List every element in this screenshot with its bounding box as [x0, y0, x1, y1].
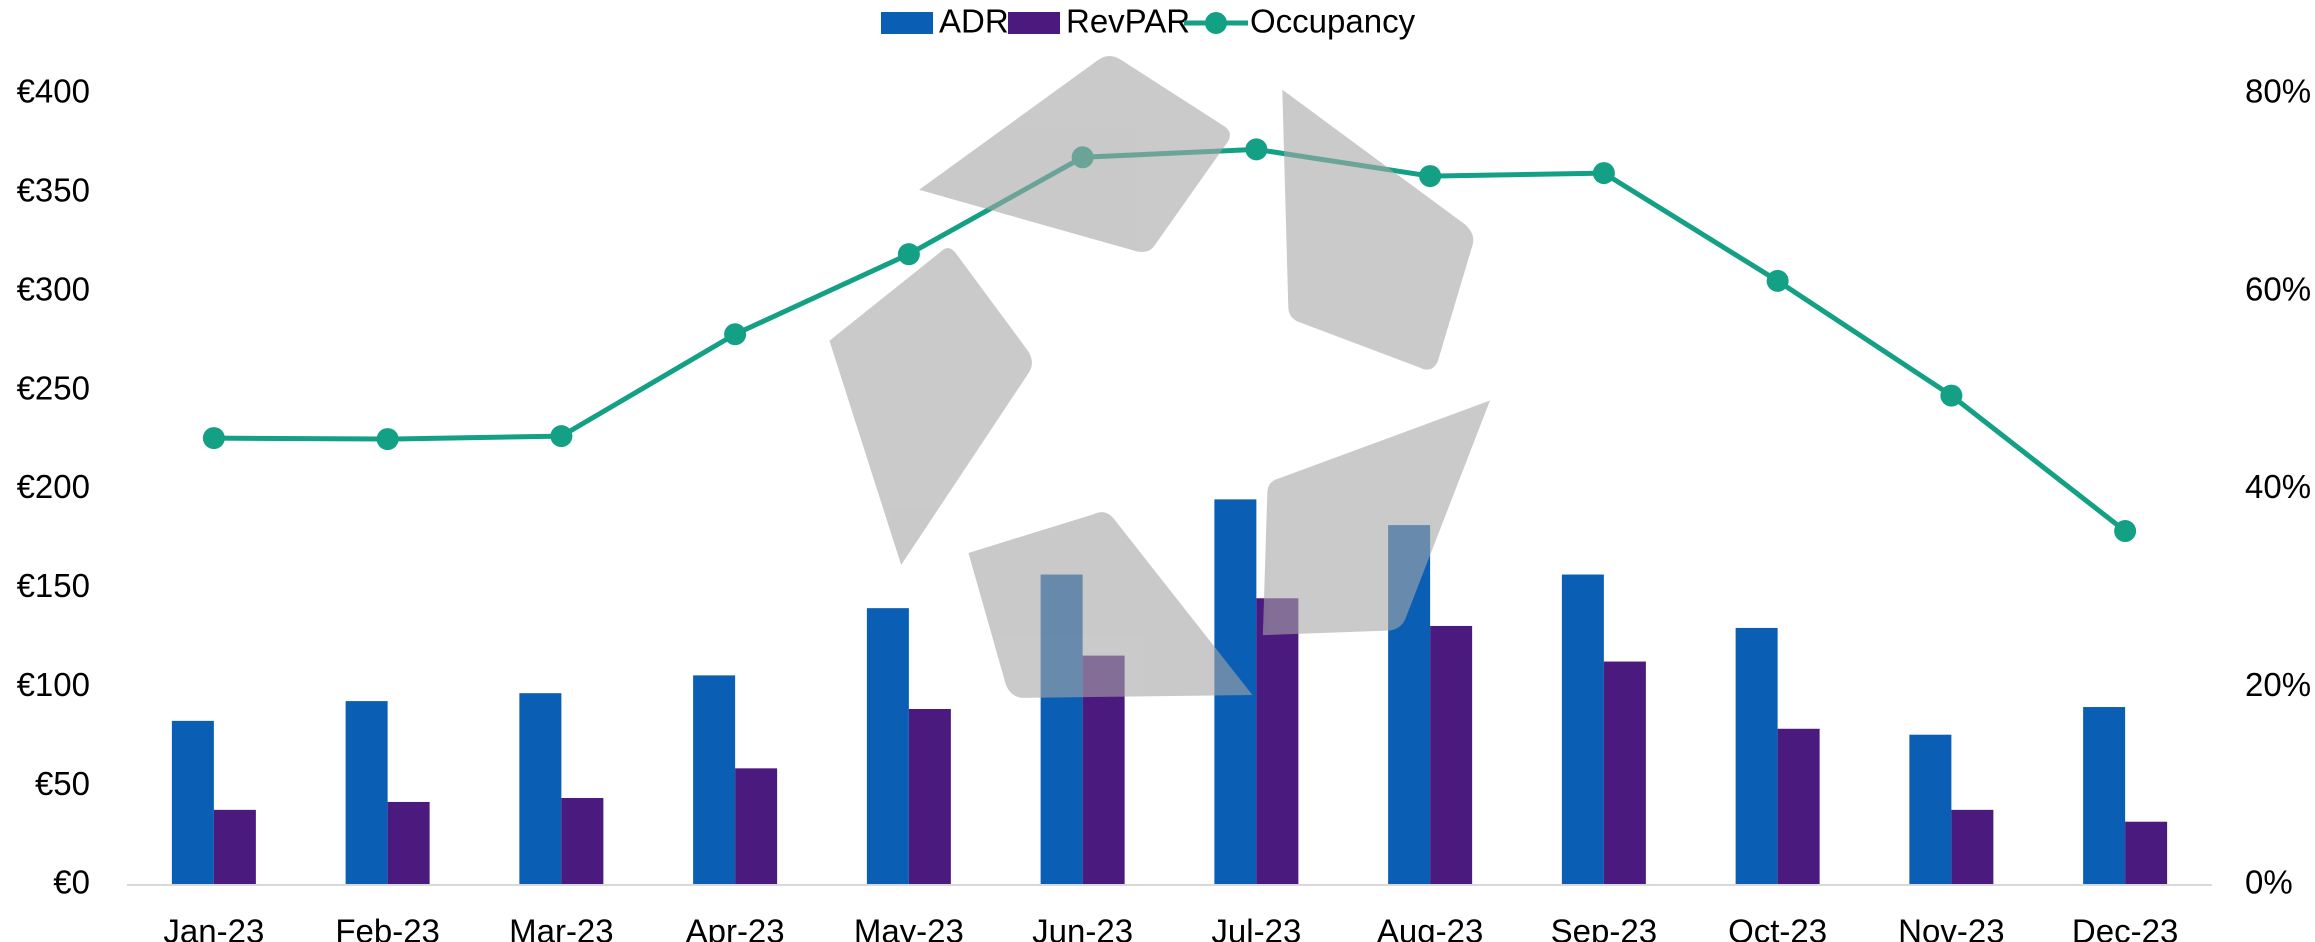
bar [519, 693, 562, 885]
y-tick-label: €300 [17, 270, 90, 307]
y-tick-label: €50 [35, 765, 90, 802]
line-marker [1940, 384, 1963, 407]
watermark-shape [968, 512, 1253, 698]
bar [1561, 574, 1604, 885]
x-tick-label: Aug-23 [1377, 913, 1483, 942]
y2-tick-label: 60% [2245, 270, 2311, 307]
x-tick-label: Jan-23 [163, 913, 264, 942]
y-tick-label: €150 [17, 567, 90, 604]
x-tick-label: Sep-23 [1551, 913, 1657, 942]
x-tick-label: May-23 [854, 913, 964, 942]
watermark-shape [919, 56, 1230, 252]
bar [1909, 734, 1952, 885]
legend-label: Occupancy [1250, 3, 1416, 40]
bar [735, 768, 778, 885]
bar [1603, 661, 1646, 885]
bar [213, 809, 256, 885]
legend-swatch [1008, 12, 1060, 34]
legend-label: ADR [939, 3, 1009, 40]
y-tick-label: €200 [17, 468, 90, 505]
x-tick-label: Mar-23 [509, 913, 614, 942]
y-tick-label: €400 [17, 73, 90, 110]
y-tick-label: €250 [17, 369, 90, 406]
watermark-shape [1282, 89, 1474, 370]
watermark-shape [829, 247, 1032, 565]
line-marker [1766, 269, 1789, 292]
line-marker [202, 427, 225, 450]
line-marker [724, 323, 747, 346]
bar [1735, 627, 1778, 885]
y2-tick-label: 40% [2245, 468, 2311, 505]
watermark [829, 56, 1491, 698]
y2-tick-label: 20% [2245, 666, 2311, 703]
y-tick-label: €350 [17, 172, 90, 209]
x-tick-label: Nov-23 [1898, 913, 2004, 942]
legend-label: RevPAR [1066, 3, 1190, 40]
line-marker [1419, 165, 1442, 188]
line-marker [550, 425, 573, 448]
bar [693, 675, 736, 885]
legend-swatch [1205, 12, 1227, 34]
line-marker [1592, 162, 1615, 185]
y-tick-label: €100 [17, 666, 90, 703]
bar [1430, 625, 1473, 885]
y-tick-label: €0 [53, 864, 90, 901]
x-tick-label: Oct-23 [1728, 913, 1827, 942]
bar [561, 797, 604, 885]
line-marker [376, 428, 399, 451]
bar [1951, 809, 1994, 885]
y2-tick-label: 0% [2245, 864, 2293, 901]
bar [2083, 707, 2126, 885]
bar [1256, 598, 1299, 885]
bar [387, 801, 430, 885]
legend-swatch [881, 12, 933, 34]
line-marker [1245, 138, 1268, 161]
bar [345, 701, 388, 885]
x-tick-label: Dec-23 [2072, 913, 2178, 942]
bar [2125, 821, 2168, 885]
bar [908, 709, 951, 885]
bar [171, 720, 214, 885]
line-marker [2114, 520, 2137, 543]
y2-tick-label: 80% [2245, 73, 2311, 110]
bar [866, 608, 909, 885]
x-tick-label: Feb-23 [335, 913, 440, 942]
x-tick-label: Jul-23 [1211, 913, 1301, 942]
x-tick-label: Apr-23 [686, 913, 785, 942]
line-marker [897, 243, 920, 266]
watermark-shape [1262, 400, 1491, 636]
bar [1777, 728, 1820, 885]
x-tick-label: Jun-23 [1032, 913, 1133, 942]
